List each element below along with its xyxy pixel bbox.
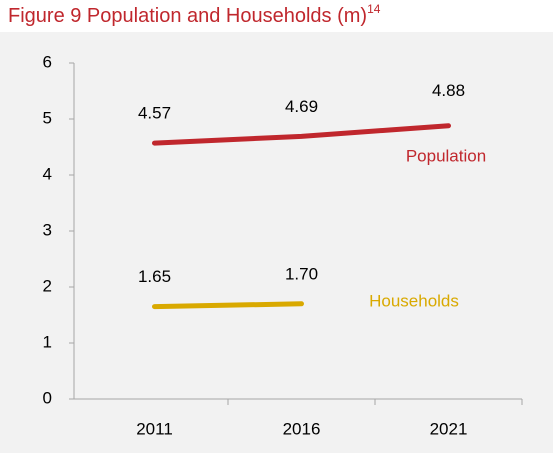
x-tick-label: 2016 bbox=[283, 419, 321, 438]
series-line bbox=[152, 123, 451, 146]
x-tick-label: 2011 bbox=[136, 419, 173, 438]
series-name: Population bbox=[406, 146, 486, 165]
data-label: 4.57 bbox=[138, 104, 171, 123]
y-tick-label: 0 bbox=[43, 388, 52, 407]
data-label: 1.70 bbox=[285, 264, 318, 283]
y-tick-label: 6 bbox=[43, 52, 52, 71]
data-label: 4.88 bbox=[432, 81, 465, 100]
title-text: Figure 9 Population and Households (m) bbox=[8, 5, 367, 27]
data-label: 1.65 bbox=[138, 267, 171, 286]
x-tick-label: 2021 bbox=[430, 419, 468, 438]
y-tick-label: 5 bbox=[43, 108, 52, 127]
series-line bbox=[152, 301, 304, 310]
y-tick-label: 2 bbox=[43, 276, 52, 295]
y-tick-label: 3 bbox=[43, 220, 52, 239]
data-label: 4.69 bbox=[285, 97, 318, 116]
plot-background bbox=[0, 32, 553, 453]
y-tick-label: 1 bbox=[43, 332, 52, 351]
chart-title: Figure 9 Population and Households (m)14 bbox=[8, 2, 381, 27]
title-band bbox=[0, 0, 553, 32]
title-note: 14 bbox=[367, 2, 381, 16]
series-name: Households bbox=[369, 291, 459, 310]
y-tick-label: 4 bbox=[43, 164, 52, 183]
